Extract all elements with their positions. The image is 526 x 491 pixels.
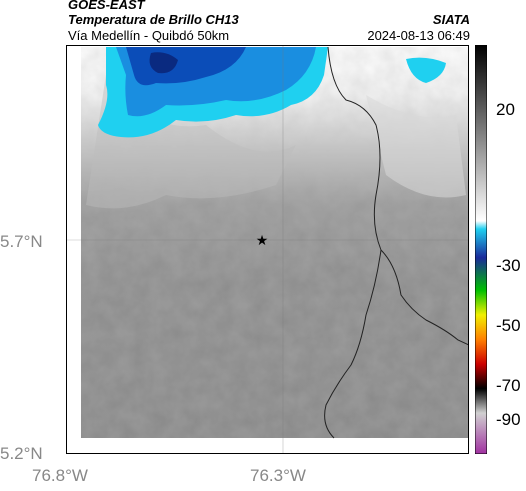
x-tick-76.8W: 76.8°W — [32, 466, 88, 485]
source-label: SIATA — [432, 12, 470, 27]
colorbar-tick-minus50: -50 — [496, 316, 521, 335]
satellite-map: ★ — [66, 45, 469, 454]
colorbar-tick-minus70: -70 — [496, 376, 521, 395]
colorbar — [475, 45, 487, 454]
product-title: Temperatura de Brillo CH13 — [68, 12, 239, 27]
x-tick-76.3W: 76.3°W — [250, 466, 306, 485]
colorbar-tick-minus30: -30 — [496, 256, 521, 275]
star-icon: ★ — [256, 232, 269, 248]
region-subtitle: Vía Medellín - Quibdó 50km — [68, 28, 230, 43]
colorbar-tick-20: 20 — [496, 100, 515, 119]
cold-cloud-tops — [98, 47, 446, 138]
datetime-label: 2024-08-13 06:49 — [367, 28, 470, 43]
satellite-label: GOES-EAST — [68, 0, 145, 12]
graticule — [66, 45, 469, 454]
political-borders — [324, 46, 469, 439]
y-tick-5.7N: 5.7°N — [0, 232, 43, 251]
colorbar-tick-minus90: -90 — [496, 410, 521, 429]
y-tick-5.2N: 5.2°N — [0, 444, 43, 463]
